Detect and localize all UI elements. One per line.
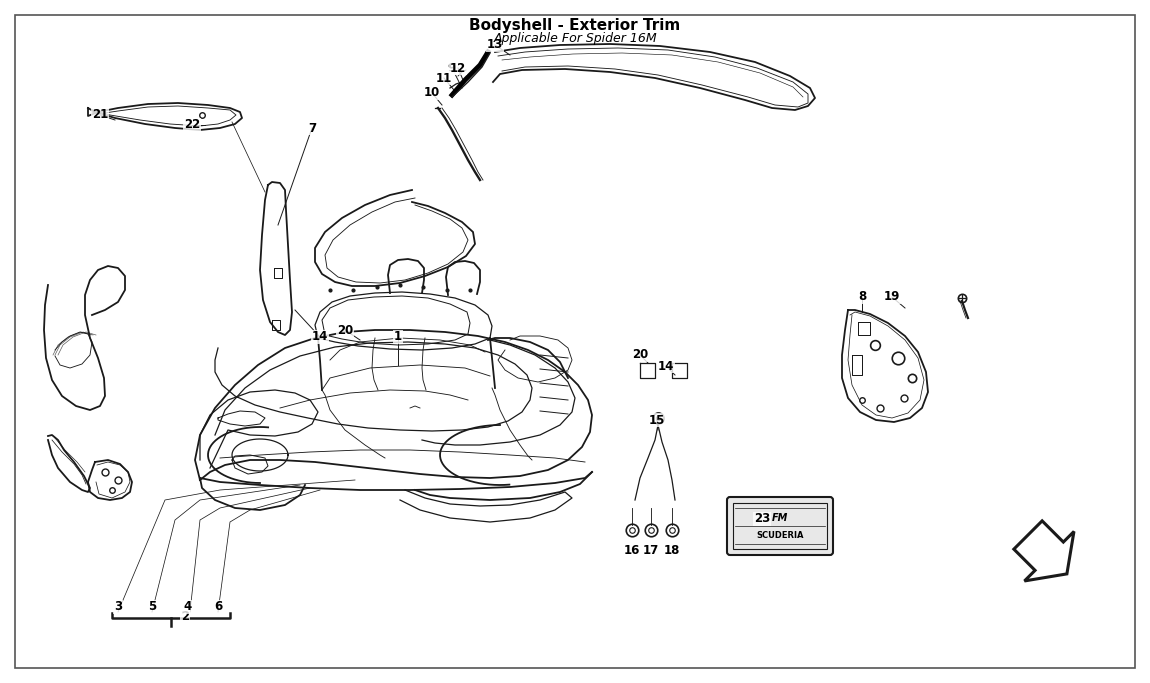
Polygon shape xyxy=(1014,521,1074,581)
Text: 4: 4 xyxy=(184,600,192,613)
Text: 2: 2 xyxy=(181,611,189,624)
Text: SCUDERIA: SCUDERIA xyxy=(757,531,804,540)
Text: 11: 11 xyxy=(436,72,452,85)
Text: 20: 20 xyxy=(337,324,353,337)
Text: Applicable For Spider 16M: Applicable For Spider 16M xyxy=(493,32,657,45)
Bar xyxy=(733,503,827,549)
Text: 16: 16 xyxy=(623,544,641,557)
Text: 14: 14 xyxy=(658,359,674,372)
Text: 5: 5 xyxy=(148,600,156,613)
Text: 17: 17 xyxy=(643,544,659,557)
Text: 3: 3 xyxy=(114,600,122,613)
Text: FM: FM xyxy=(772,513,788,523)
Text: 9: 9 xyxy=(447,61,457,74)
Text: 6: 6 xyxy=(214,600,222,613)
FancyBboxPatch shape xyxy=(727,497,833,555)
Text: 10: 10 xyxy=(424,87,440,100)
Text: 22: 22 xyxy=(184,118,200,132)
Text: 12: 12 xyxy=(450,61,466,74)
Text: 14: 14 xyxy=(312,331,328,344)
Text: 23: 23 xyxy=(754,512,770,525)
Text: Bodyshell - Exterior Trim: Bodyshell - Exterior Trim xyxy=(469,18,681,33)
Text: 18: 18 xyxy=(664,544,680,557)
Text: 20: 20 xyxy=(631,348,649,361)
Text: 13: 13 xyxy=(486,38,504,51)
Text: 7: 7 xyxy=(308,122,316,135)
Text: 19: 19 xyxy=(884,290,900,303)
Text: 1: 1 xyxy=(394,331,402,344)
Text: 8: 8 xyxy=(858,290,866,303)
Text: 15: 15 xyxy=(649,413,665,426)
Text: 21: 21 xyxy=(92,109,108,122)
